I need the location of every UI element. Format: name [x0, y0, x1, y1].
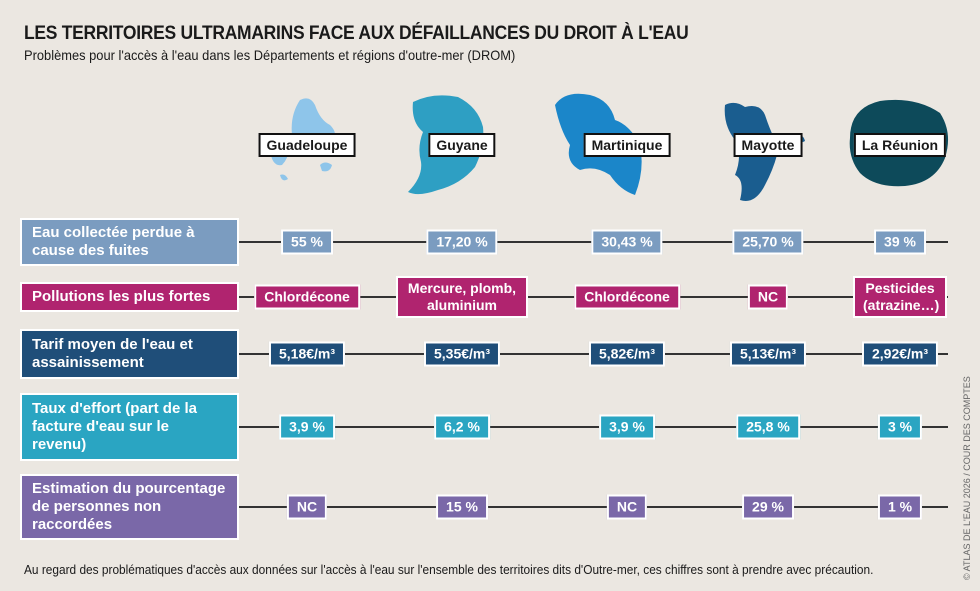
value-badge: 3,9 % — [599, 414, 655, 440]
page-title: LES TERRITOIRES ULTRAMARINS FACE AUX DÉF… — [24, 23, 689, 44]
value-badge: 29 % — [742, 494, 794, 520]
page-subtitle: Problèmes pour l'accès à l'eau dans les … — [24, 47, 516, 63]
value-badge: 5,35€/m³ — [423, 341, 501, 367]
value-badge: Pesticides (atrazine…) — [853, 276, 947, 318]
value-badge: 39 % — [874, 229, 926, 255]
value-badge: 25,70 % — [732, 229, 804, 255]
value-badge: 17,20 % — [426, 229, 498, 255]
value-badge: Chlordécone — [574, 284, 680, 310]
row-label: Estimation du pourcentage de personnes n… — [20, 474, 239, 540]
value-badge: 6,2 % — [434, 414, 490, 440]
value-badge: 1 % — [877, 494, 923, 520]
footnote: Au regard des problématiques d'accès aux… — [24, 563, 874, 577]
value-badge: 5,13€/m³ — [729, 341, 807, 367]
value-badge: 2,92€/m³ — [861, 341, 939, 367]
value-badge: NC — [606, 494, 648, 520]
value-badge: 15 % — [436, 494, 488, 520]
value-badge: Mercure, plomb, aluminium — [396, 276, 528, 318]
territory-label: La Réunion — [853, 133, 947, 157]
credit: © ATLAS DE L'EAU 2026 / COUR DES COMPTES — [962, 376, 972, 580]
row-label: Pollutions les plus fortes — [20, 282, 239, 312]
value-badge: NC — [286, 494, 328, 520]
value-badge: 5,82€/m³ — [588, 341, 666, 367]
value-badge: 5,18€/m³ — [268, 341, 346, 367]
row-label: Eau collectée perdue à cause des fuites — [20, 218, 239, 266]
value-badge: 3 % — [877, 414, 923, 440]
row-label: Tarif moyen de l'eau et assainissement — [20, 329, 239, 379]
territory-label: Martinique — [583, 133, 671, 157]
territory-label: Mayotte — [733, 133, 803, 157]
value-badge: 30,43 % — [591, 229, 663, 255]
row-connector-line — [239, 506, 948, 508]
value-badge: Chlordécone — [254, 284, 360, 310]
territory-label: Guadeloupe — [258, 133, 356, 157]
value-badge: NC — [747, 284, 789, 310]
row-label: Taux d'effort (part de la facture d'eau … — [20, 393, 239, 461]
value-badge: 3,9 % — [279, 414, 335, 440]
row-connector-line — [239, 426, 948, 428]
value-badge: 25,8 % — [736, 414, 800, 440]
value-badge: 55 % — [281, 229, 333, 255]
territory-label: Guyane — [428, 133, 496, 157]
